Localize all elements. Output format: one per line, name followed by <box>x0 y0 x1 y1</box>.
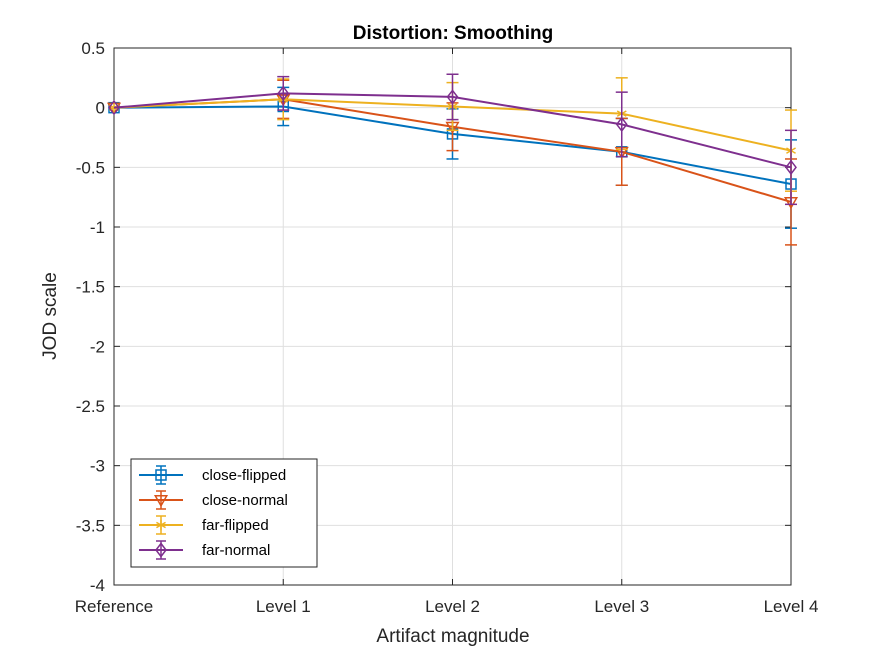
diamond-marker <box>446 89 459 105</box>
legend-item-far-normal: far-normal <box>139 540 270 560</box>
y-tick-label: -2 <box>90 337 105 356</box>
y-tick-label: -3 <box>90 457 105 476</box>
legend-label: close-normal <box>202 492 288 509</box>
x-axis-title: Artifact magnitude <box>376 626 529 647</box>
x-tick-label: Level 4 <box>764 597 819 616</box>
error-bar <box>446 73 459 121</box>
y-tick-label: -0.5 <box>76 158 105 177</box>
diamond-marker <box>785 159 797 176</box>
legend-item-close-normal: close-normal <box>139 490 288 510</box>
square-marker <box>155 469 167 481</box>
x-tick-label: Reference <box>75 597 153 616</box>
asterisk-stroke <box>156 521 166 529</box>
series-far-normal <box>108 73 797 206</box>
asterisk-marker <box>156 519 166 531</box>
y-tick-label: 0.5 <box>81 39 105 58</box>
x-tick-label: Level 1 <box>256 597 311 616</box>
diamond-marker <box>277 85 290 102</box>
legend-label: far-normal <box>202 542 270 559</box>
diamond-marker <box>615 116 628 133</box>
y-tick-label: -1 <box>90 218 105 237</box>
x-tick-label: Level 3 <box>594 597 649 616</box>
diamond-marker <box>155 542 167 558</box>
chart-title: Distortion: Smoothing <box>353 23 554 44</box>
x-tick-label: Level 2 <box>425 597 480 616</box>
diamond-marker <box>108 99 120 116</box>
error-bar <box>785 129 797 206</box>
y-tick-label: 0 <box>96 99 105 118</box>
y-tick-label: -4 <box>90 576 105 595</box>
error-bar <box>277 75 290 111</box>
legend-label: far-flipped <box>202 517 269 534</box>
y-tick-label: -3.5 <box>76 516 105 535</box>
y-tick-label: -2.5 <box>76 397 105 416</box>
legend-label: close-flipped <box>202 467 286 484</box>
y-tick-label: -1.5 <box>76 278 105 297</box>
legend-item-far-flipped: far-flipped <box>139 515 269 535</box>
legend: close-flipped close-normal far-flipped far-… <box>130 458 318 568</box>
error-bar <box>615 91 628 158</box>
triangle-down-marker <box>153 495 169 508</box>
y-axis-title: JOD scale <box>40 272 61 360</box>
legend-item-close-flipped: close-flipped <box>139 465 286 485</box>
